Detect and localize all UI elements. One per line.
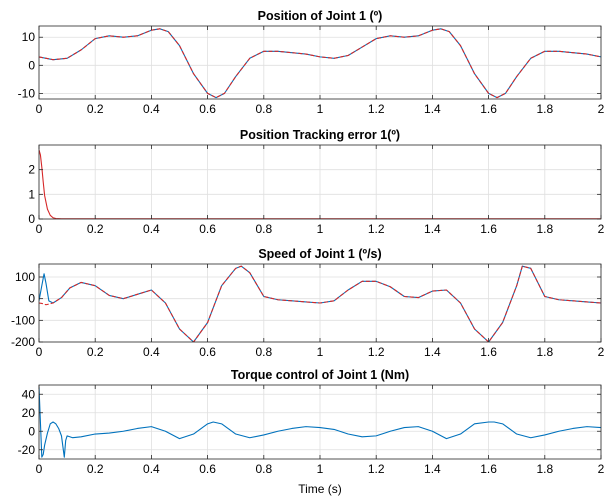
x-tick-label: 1.8 <box>536 345 553 359</box>
chart-title: Position Tracking error 1(º) <box>240 128 400 142</box>
x-tick-label: 0.6 <box>199 345 216 359</box>
x-tick-label: 1.4 <box>424 222 441 236</box>
x-tick-label: 2 <box>598 102 605 116</box>
x-tick-label: 1.8 <box>536 222 553 236</box>
x-tick-label: 0.4 <box>143 102 160 116</box>
series-line-actual <box>39 265 601 342</box>
x-tick-label: 0.6 <box>199 462 216 476</box>
y-tick-label: -10 <box>18 86 36 100</box>
x-tick-label: 0.2 <box>87 222 104 236</box>
x-tick-label: 2 <box>598 345 605 359</box>
x-tick-label: 1.4 <box>424 462 441 476</box>
x-tick-label: 1 <box>317 222 324 236</box>
x-tick-label: 1.2 <box>368 462 385 476</box>
subplot-group: 0 0.2 0.4 0.6 0.8 1 1.2 1.4 1.6 1.8 2-10010Positio… <box>11 9 605 476</box>
x-tick-label: 1.6 <box>480 345 497 359</box>
y-tick-label: 1 <box>28 187 35 201</box>
x-tick-label: 0.4 <box>143 222 160 236</box>
subplot-1: 0 0.2 0.4 0.6 0.8 1 1.2 1.4 1.6 1.8 2-10010Positio… <box>18 9 605 116</box>
x-tick-label: 0 <box>36 222 43 236</box>
y-tick-label: 10 <box>22 30 36 44</box>
x-tick-label: 0.4 <box>143 462 160 476</box>
y-tick-label: 2 <box>28 163 35 177</box>
x-tick-label: 0 <box>36 345 43 359</box>
x-axis-label: Time (s) <box>298 482 342 496</box>
chart-title: Torque control of Joint 1 (Nm) <box>231 368 409 382</box>
x-tick-label: 1 <box>317 462 324 476</box>
x-tick-label: 2 <box>598 222 605 236</box>
y-tick-label: 100 <box>15 270 35 284</box>
subplot-3: 0 0.2 0.4 0.6 0.8 1 1.2 1.4 1.6 1.8 2 -200 -100 0 100 S… <box>11 247 605 359</box>
chart-title: Speed of Joint 1 (º/s) <box>258 247 381 261</box>
x-tick-label: 0 <box>36 102 43 116</box>
y-tick-label: 0 <box>28 424 35 438</box>
x-tick-label: 0.2 <box>87 462 104 476</box>
x-tick-label: 1.6 <box>480 102 497 116</box>
x-tick-label: 1.2 <box>368 345 385 359</box>
x-tick-label: 1.4 <box>424 345 441 359</box>
y-tick-label: -100 <box>11 313 35 327</box>
y-tick-label: 0 <box>28 58 35 72</box>
x-tick-label: 0.4 <box>143 345 160 359</box>
y-tick-label: 0 <box>28 292 35 306</box>
x-tick-label: 2 <box>598 462 605 476</box>
x-tick-label: 0 <box>36 462 43 476</box>
subplot-2: 0 0.2 0.4 0.6 0.8 1 1.2 1.4 1.6 1.8 2 0 1 2 Position T… <box>28 128 604 236</box>
x-tick-label: 0.6 <box>199 102 216 116</box>
x-tick-label: 1.2 <box>368 102 385 116</box>
x-tick-label: 0.2 <box>87 102 104 116</box>
y-tick-label: 0 <box>28 212 35 226</box>
y-tick-label: -20 <box>18 443 36 457</box>
x-tick-label: 1.8 <box>536 462 553 476</box>
chart-title: Position of Joint 1 (º) <box>258 9 383 23</box>
x-tick-label: 1.2 <box>368 222 385 236</box>
y-tick-label: 20 <box>22 406 36 420</box>
x-tick-label: 0.6 <box>199 222 216 236</box>
x-tick-label: 1.4 <box>424 102 441 116</box>
x-tick-label: 1.6 <box>480 222 497 236</box>
x-tick-label: 0.8 <box>255 222 272 236</box>
x-tick-label: 1.6 <box>480 462 497 476</box>
x-tick-label: 0.2 <box>87 345 104 359</box>
x-tick-label: 1.8 <box>536 102 553 116</box>
x-tick-label: 0.8 <box>255 462 272 476</box>
y-tick-label: -200 <box>11 335 35 349</box>
y-tick-label: 40 <box>22 387 36 401</box>
series-line-reference <box>39 386 601 458</box>
x-tick-label: 1 <box>317 102 324 116</box>
x-tick-label: 1 <box>317 345 324 359</box>
x-tick-label: 0.8 <box>255 345 272 359</box>
series-line-actual <box>39 28 601 99</box>
subplot-4: 0 0.2 0.4 0.6 0.8 1 1.2 1.4 1.6 1.8 2-2002040Torqu… <box>18 368 605 476</box>
x-tick-label: 0.8 <box>255 102 272 116</box>
